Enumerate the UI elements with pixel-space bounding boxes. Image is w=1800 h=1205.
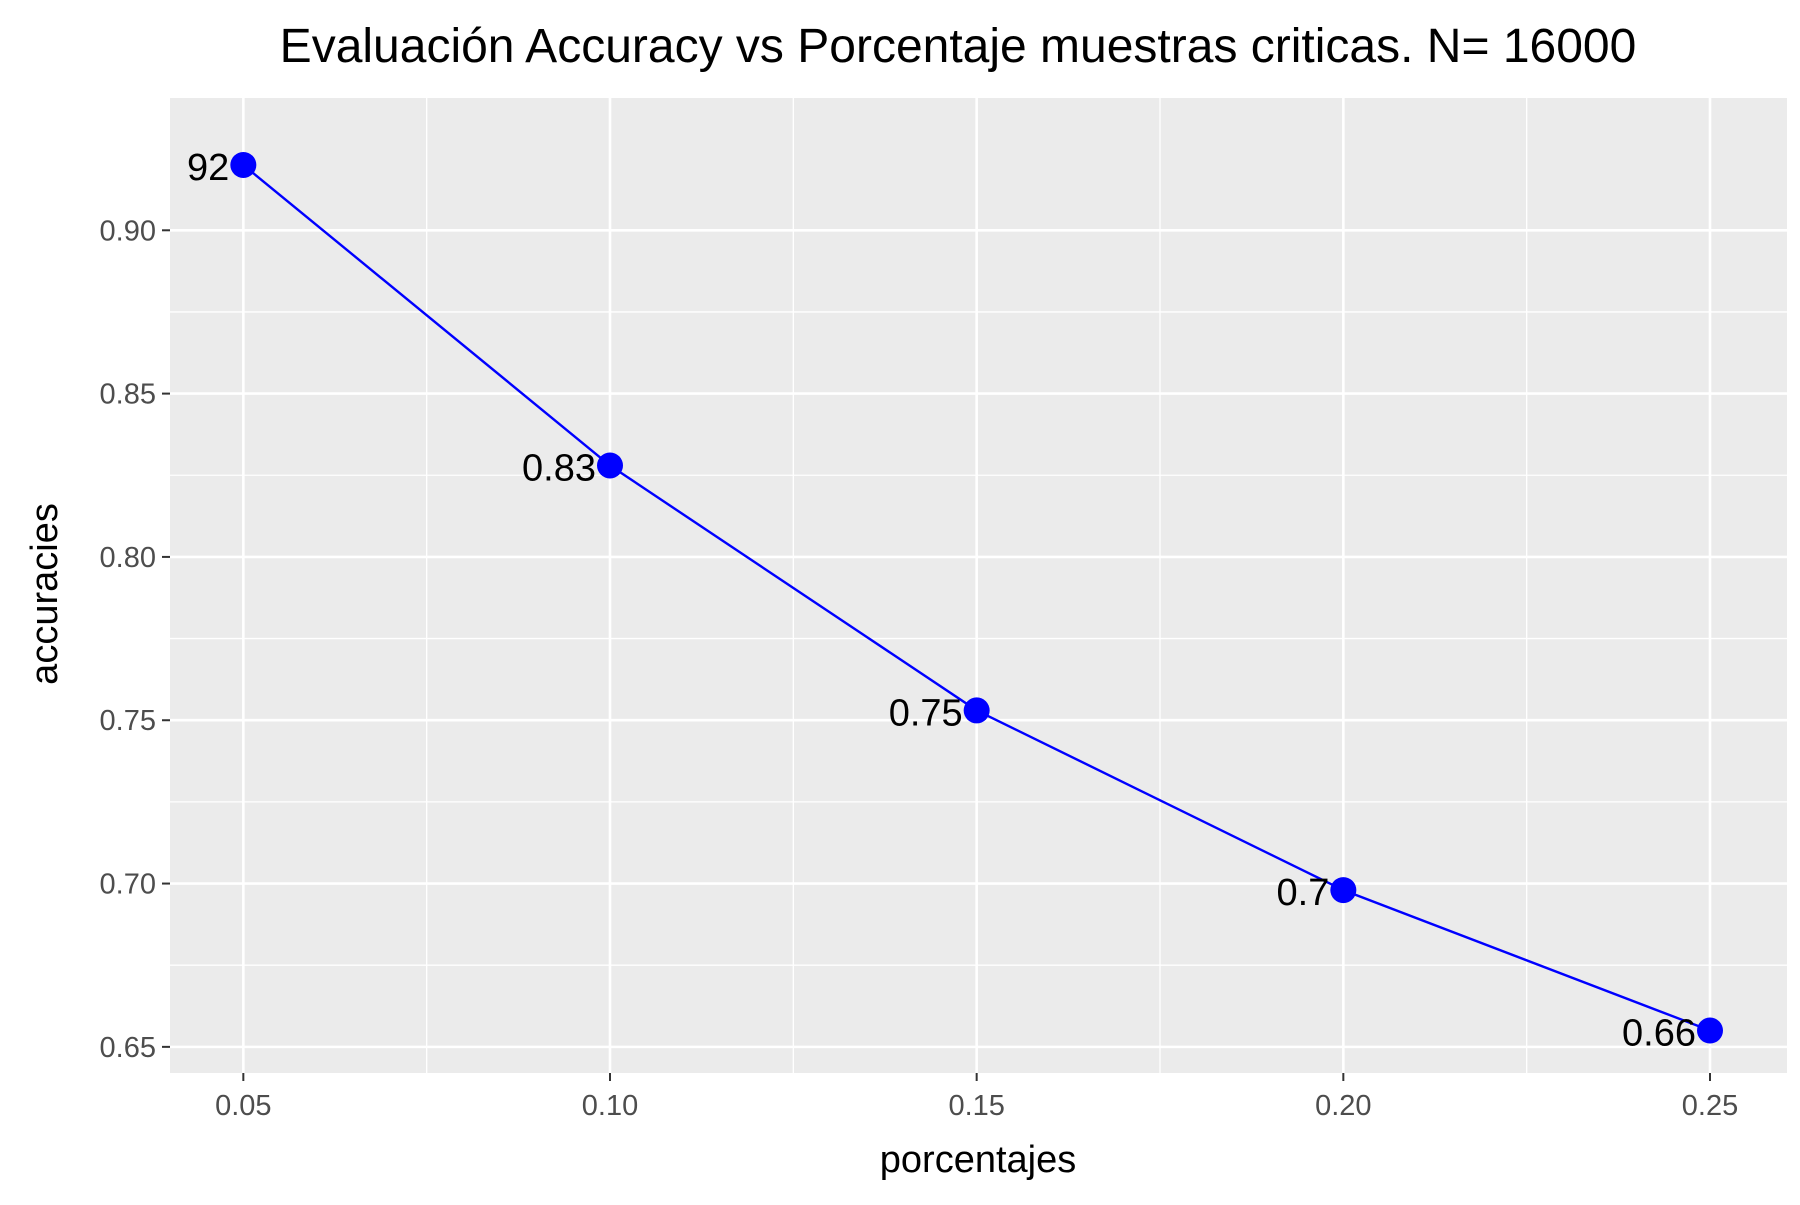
y-tick-label: 0.90	[100, 215, 156, 247]
plot-panel	[170, 98, 1787, 1073]
data-point	[597, 452, 623, 479]
y-tick-label: 0.80	[100, 542, 156, 574]
y-axis-title: accuracies	[24, 503, 66, 685]
panel-background	[170, 98, 1787, 1073]
series: 92 0.83 0.75 0.7 0.66	[187, 147, 1723, 1055]
x-axis-title: porcentajes	[880, 1139, 1076, 1181]
grid	[170, 98, 1787, 1073]
data-point	[1697, 1017, 1723, 1044]
y-tick-label: 0.70	[100, 869, 156, 901]
data-point	[963, 697, 990, 724]
data-label: 0.83	[522, 447, 596, 489]
y-tick-label: 0.65	[100, 1032, 156, 1064]
x-tick-label: 0.15	[948, 1090, 1004, 1122]
data-label: 92	[187, 147, 229, 189]
x-tick-label: 0.05	[215, 1090, 271, 1122]
axis-ticks: 0.65 0.70 0.75 0.80 0.85 0.90 0.05 0.10 0.15 0.20…	[100, 215, 1739, 1122]
data-label: 0.7	[1277, 872, 1330, 914]
data-point	[230, 151, 257, 178]
y-tick-label: 0.85	[100, 379, 156, 411]
data-point	[1330, 877, 1357, 904]
chart-title: Evaluación Accuracy vs Porcentaje muestr…	[280, 20, 1637, 73]
data-label: 0.75	[889, 692, 963, 734]
data-label: 0.66	[1622, 1013, 1696, 1055]
x-tick-label: 0.20	[1315, 1090, 1371, 1122]
y-tick-label: 0.75	[100, 705, 156, 737]
x-tick-label: 0.25	[1682, 1090, 1738, 1122]
x-tick-label: 0.10	[582, 1090, 638, 1122]
